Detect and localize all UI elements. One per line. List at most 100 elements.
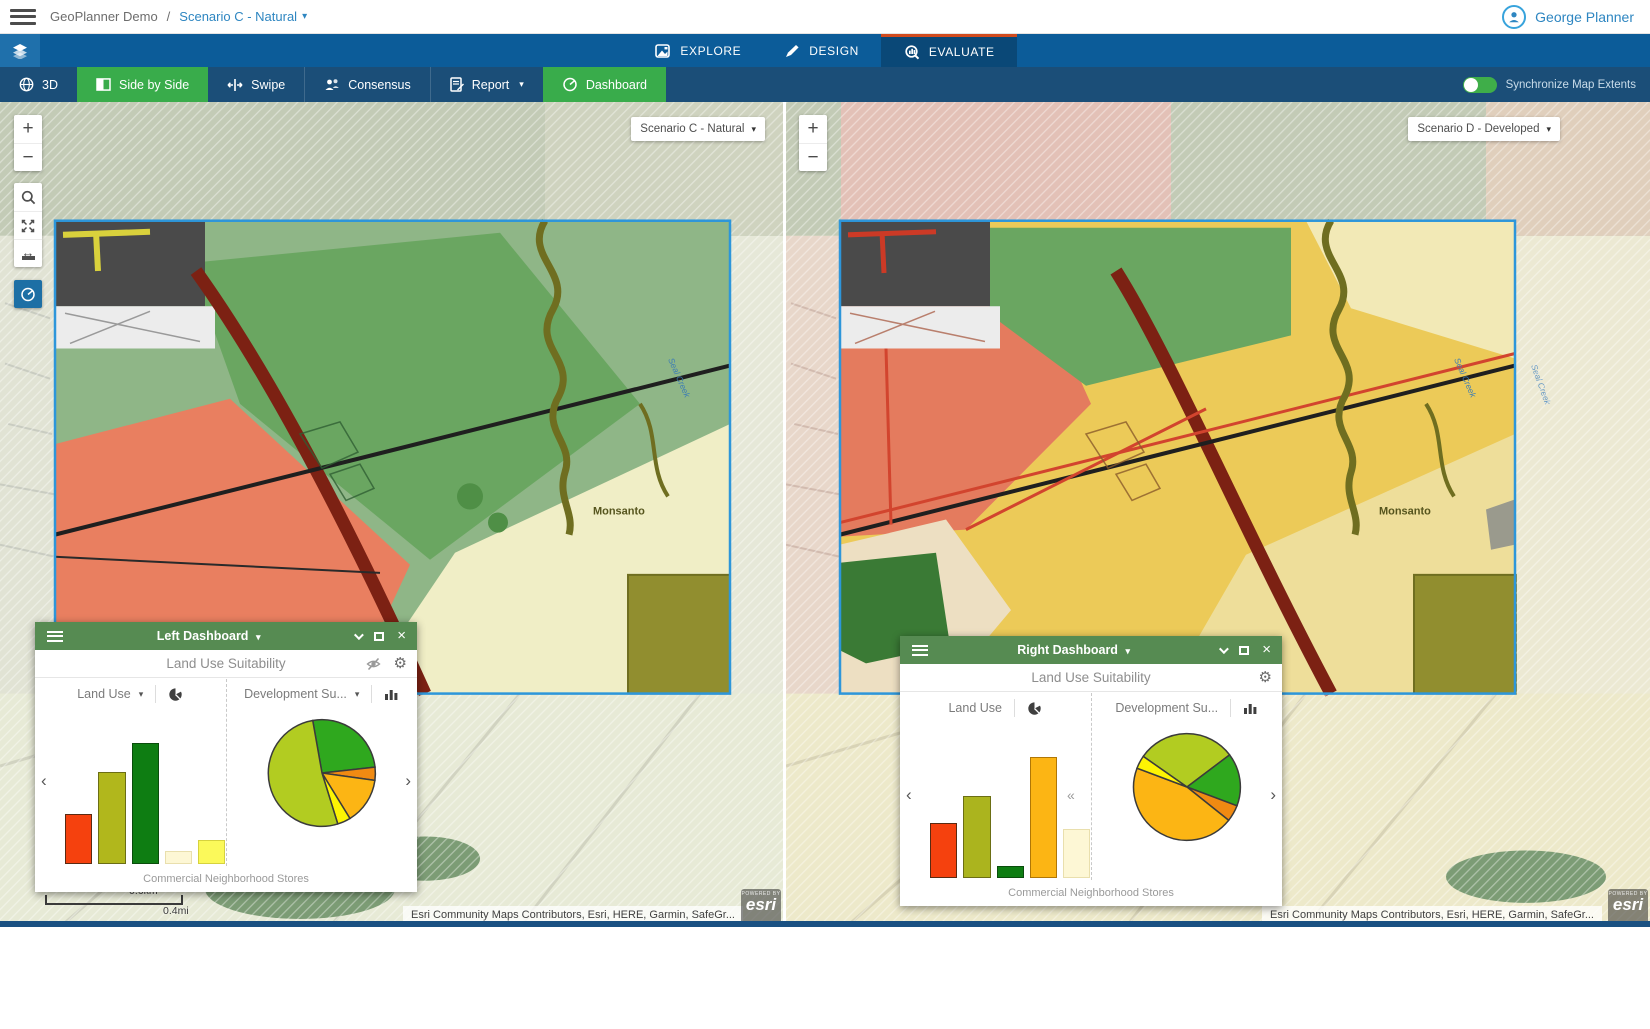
- zoom-out-button[interactable]: −: [799, 143, 827, 171]
- collapse-chevron-icon[interactable]: [1219, 644, 1229, 654]
- chart-selector-label: Development Su...: [244, 687, 347, 701]
- map-label-place: Monsanto: [1379, 505, 1431, 517]
- pie-chart-icon[interactable]: [168, 687, 183, 702]
- tab-explore-label: EXPLORE: [680, 44, 741, 58]
- hamburger-menu-icon[interactable]: [10, 9, 36, 25]
- carousel-next-chevron-icon[interactable]: ›: [1270, 785, 1276, 805]
- esri-logo[interactable]: POWERED BY esri: [1608, 889, 1648, 925]
- panel-menu-icon[interactable]: [912, 645, 928, 656]
- development-suitability-chart-card: Development Su...: [1091, 693, 1283, 880]
- pie-chart-icon[interactable]: [1027, 701, 1042, 716]
- map-label-place: Monsanto: [593, 505, 645, 517]
- gear-icon[interactable]: ⚙: [394, 656, 407, 671]
- breadcrumb-app-name: GeoPlanner Demo: [50, 9, 158, 24]
- zoom-in-button[interactable]: +: [799, 115, 827, 143]
- left-scenario-selector[interactable]: Scenario C - Natural ▾: [631, 117, 765, 141]
- bottom-accent-strip: [0, 921, 1650, 927]
- divider: [1230, 699, 1231, 717]
- collapse-chevron-icon[interactable]: [354, 630, 364, 640]
- chart-selector[interactable]: Land Use: [900, 693, 1091, 723]
- left-dashboard-title-dropdown[interactable]: Left Dashboard ▾: [63, 629, 354, 643]
- synchronize-map-extents-toggle[interactable]: [1463, 77, 1497, 93]
- chevron-down-icon: ▾: [751, 124, 756, 135]
- maximize-icon[interactable]: [1239, 646, 1249, 655]
- full-extent-button[interactable]: [14, 211, 42, 239]
- dashboard-button[interactable]: Dashboard: [543, 67, 666, 102]
- chart-carousel: Land Use ▾ Development Su... ▾: [35, 679, 417, 866]
- evaluate-search-icon: [903, 45, 920, 60]
- carousel-prev-chevron-icon[interactable]: ‹: [906, 785, 912, 805]
- search-button[interactable]: [14, 183, 42, 211]
- maximize-icon[interactable]: [374, 632, 384, 641]
- side-by-side-button-label: Side by Side: [119, 78, 189, 92]
- dashboard-toggle-button[interactable]: [14, 280, 42, 308]
- measure-bar-icon: [22, 256, 35, 260]
- scale-line: [45, 897, 183, 905]
- sync-extents-control: Synchronize Map Extents: [1463, 67, 1650, 102]
- bar-chart-icon[interactable]: [1243, 702, 1258, 715]
- zoom-control: + −: [14, 115, 42, 171]
- toggle-knob: [1464, 78, 1478, 92]
- carousel-next-chevron-icon[interactable]: ›: [405, 771, 411, 791]
- dashboard-button-label: Dashboard: [586, 78, 647, 92]
- chevron-down-icon: ▾: [139, 689, 144, 700]
- zoom-out-button[interactable]: −: [14, 143, 42, 171]
- report-button[interactable]: Report ▾: [430, 67, 543, 102]
- dashboard-gauge-icon: [562, 77, 578, 92]
- land-use-chart-card: Land Use: [900, 693, 1091, 880]
- evaluate-toolbar: 3D Side by Side Swipe Consensus Report: [0, 67, 1650, 102]
- development-suitability-pie-chart: [1129, 729, 1245, 845]
- chart-selector[interactable]: Development Su...: [1092, 693, 1283, 723]
- esri-logo[interactable]: POWERED BY esri: [741, 889, 781, 925]
- chart-selector[interactable]: Development Su... ▾: [227, 679, 418, 709]
- user-name: George Planner: [1535, 9, 1634, 25]
- consensus-button[interactable]: Consensus: [304, 67, 430, 102]
- divider: [371, 685, 372, 703]
- chart-selector-label: Land Use: [948, 701, 1002, 715]
- swipe-button[interactable]: Swipe: [208, 67, 304, 102]
- map-tools-control: ↔: [14, 183, 42, 267]
- breadcrumb-scenario-label: Scenario C - Natural: [179, 9, 297, 24]
- widget-title: Land Use Suitability: [35, 656, 417, 671]
- chart-carousel: Land Use Development Su...: [900, 693, 1282, 880]
- gear-icon[interactable]: ⚙: [1259, 670, 1272, 685]
- panel-menu-icon[interactable]: [47, 631, 63, 642]
- right-dashboard-title-dropdown[interactable]: Right Dashboard ▾: [928, 643, 1219, 657]
- pencil-icon: [785, 44, 800, 58]
- 3d-button[interactable]: 3D: [0, 67, 77, 102]
- close-icon[interactable]: ×: [1262, 644, 1271, 656]
- land-use-bar-chart: [900, 746, 1091, 878]
- bar-chart-icon[interactable]: [384, 688, 399, 701]
- close-icon[interactable]: ×: [397, 630, 406, 642]
- chart-caption: Commercial Neighborhood Stores: [900, 887, 1282, 899]
- breadcrumb-separator: /: [167, 9, 171, 24]
- mode-tabs: EXPLORE DESIGN EVALUATE: [0, 34, 1650, 67]
- zoom-in-button[interactable]: +: [14, 115, 42, 143]
- user-menu[interactable]: George Planner: [1502, 5, 1634, 29]
- right-dashboard-panel: Right Dashboard ▾ × Land Use Suitability…: [900, 636, 1282, 906]
- app-header: GeoPlanner Demo / Scenario C - Natural ▾…: [0, 0, 1650, 34]
- search-icon: [21, 190, 36, 205]
- measure-button[interactable]: ↔: [14, 239, 42, 267]
- visibility-off-icon[interactable]: [365, 657, 382, 671]
- chevron-down-icon: ▾: [1546, 124, 1551, 135]
- carousel-prev-chevron-icon[interactable]: ‹: [41, 771, 47, 791]
- carousel-collapse-chevrons-icon[interactable]: «: [1067, 787, 1075, 803]
- tab-design[interactable]: DESIGN: [763, 34, 881, 67]
- right-scenario-selector[interactable]: Scenario D - Developed ▾: [1408, 117, 1560, 141]
- left-dashboard-panel: Left Dashboard ▾ × Land Use Suitability …: [35, 622, 417, 892]
- panel-window-buttons: ×: [1219, 644, 1271, 656]
- chart-selector[interactable]: Land Use ▾: [35, 679, 226, 709]
- tab-explore[interactable]: EXPLORE: [633, 34, 763, 67]
- land-use-bar-chart: [35, 732, 226, 864]
- widget-title: Land Use Suitability: [900, 670, 1282, 685]
- consensus-button-label: Consensus: [348, 78, 411, 92]
- globe-icon: [19, 77, 34, 92]
- breadcrumb-scenario-dropdown[interactable]: Scenario C - Natural ▾: [179, 9, 307, 24]
- chevron-down-icon: ▾: [1125, 646, 1130, 656]
- chart-selector-label: Development Su...: [1115, 701, 1218, 715]
- left-dashboard-header: Left Dashboard ▾ ×: [35, 622, 417, 650]
- side-by-side-button[interactable]: Side by Side: [77, 67, 208, 102]
- divider: [1014, 699, 1015, 717]
- tab-evaluate[interactable]: EVALUATE: [881, 34, 1017, 67]
